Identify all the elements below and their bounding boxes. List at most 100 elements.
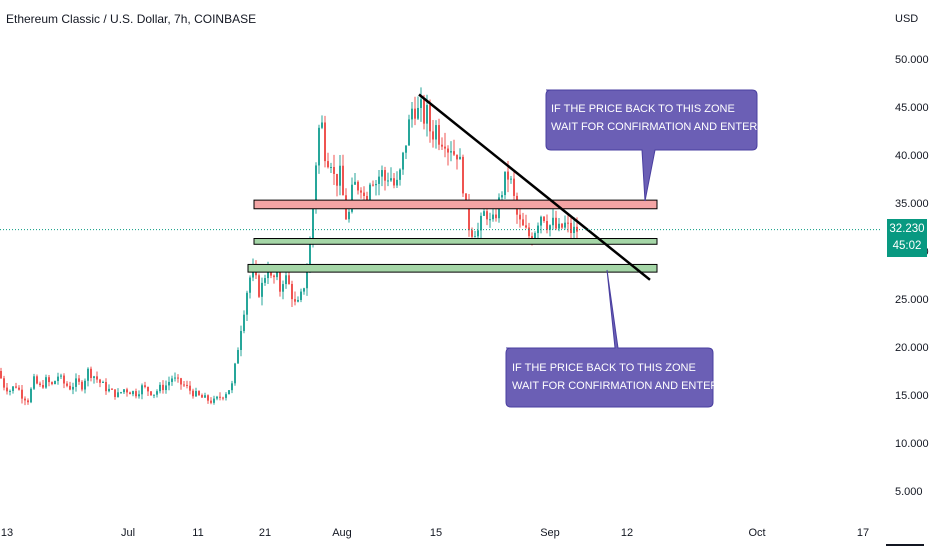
trendline	[418, 93, 651, 281]
candle-body	[321, 122, 323, 128]
candle-body	[42, 385, 44, 388]
candle-body	[144, 385, 146, 387]
candle-body	[378, 176, 380, 184]
candle-body	[204, 395, 206, 398]
candle-body	[294, 299, 296, 302]
candle-body	[216, 396, 218, 399]
candle-body	[54, 381, 56, 385]
candle-body	[291, 283, 293, 300]
callout-short: IF THE PRICE BACK TO THIS ZONE WAIT FOR …	[545, 89, 799, 202]
y-tick-label: 10.000	[895, 438, 929, 450]
candle-body	[72, 386, 74, 390]
candle-body	[105, 381, 107, 392]
candle-body	[33, 376, 35, 389]
candle-body	[243, 314, 245, 332]
candle-body	[504, 171, 506, 196]
candle-body	[27, 400, 29, 403]
candle-body	[360, 190, 362, 193]
candle-body	[282, 284, 284, 292]
candle-body	[114, 389, 116, 397]
candle-body	[390, 178, 392, 181]
candle-body	[513, 178, 515, 196]
candle-body	[219, 396, 221, 398]
candle-body	[231, 383, 233, 391]
candle-body	[477, 230, 479, 237]
candle-body	[534, 233, 536, 243]
candle-body	[192, 390, 194, 397]
candle-body	[450, 151, 452, 153]
candle-body	[399, 169, 401, 180]
candle-body	[153, 394, 155, 396]
candle-body	[510, 178, 512, 180]
candle-body	[474, 236, 476, 238]
bar-countdown: 45:02	[892, 240, 922, 252]
x-tick-label: 15	[430, 527, 442, 539]
candle-body	[189, 385, 191, 391]
candle-body	[423, 99, 425, 124]
candle-body	[156, 391, 158, 395]
candle-body	[9, 390, 11, 392]
candle-body	[519, 214, 521, 220]
candle-body	[435, 125, 437, 140]
candle-body	[45, 377, 47, 388]
candle-body	[570, 222, 572, 234]
candle-body	[120, 392, 122, 394]
candle-body	[285, 275, 287, 285]
candle-body	[6, 387, 8, 392]
x-tick-label: 12	[621, 527, 633, 539]
candle-body	[261, 282, 263, 297]
candle-body	[495, 214, 497, 219]
candle-body	[465, 193, 467, 201]
candle-body	[387, 180, 389, 182]
candle-body	[138, 394, 140, 397]
callout-short-line1: IF THE PRICE BACK TO THIS ZONE	[551, 103, 735, 115]
candle-body	[558, 223, 560, 229]
candle-body	[168, 381, 170, 386]
candle-body	[99, 379, 101, 383]
candle-body	[369, 184, 371, 203]
candle-body	[324, 122, 326, 162]
zone-support_upper[interactable]	[253, 238, 658, 245]
candle-body	[468, 200, 470, 231]
candle-body	[414, 108, 416, 119]
candle-body	[111, 388, 113, 390]
candle-body	[129, 392, 131, 395]
y-tick-label: 25.000	[895, 294, 929, 306]
candle-body	[342, 165, 344, 196]
candle-body	[456, 154, 458, 160]
y-tick-label: 50.000	[895, 54, 929, 66]
candle-body	[39, 383, 41, 386]
candle-body	[66, 383, 68, 386]
candle-body	[288, 275, 290, 284]
x-axis: 13 Jul 11 21 Aug 15 Sep 12 Oct 17	[1, 527, 869, 539]
candle-body	[396, 179, 398, 186]
candle-body	[471, 230, 473, 237]
zones-layer	[247, 199, 658, 273]
candle-body	[171, 378, 173, 382]
candle-body	[372, 184, 374, 186]
candle-body	[567, 222, 569, 224]
y-tick-label: 35.000	[895, 198, 929, 210]
callout-short-line2: WAIT FOR CONFIRMATION AND ENTER SHORT	[551, 121, 799, 133]
candle-body	[480, 215, 482, 231]
candle-body	[15, 386, 17, 388]
candle-body	[237, 349, 239, 364]
zone-resistance[interactable]	[253, 199, 658, 210]
candle-body	[339, 165, 341, 186]
candle-body	[303, 288, 305, 292]
x-tick-label: 21	[259, 527, 271, 539]
candle-body	[381, 170, 383, 177]
candle-body	[354, 181, 356, 185]
chart-title: Ethereum Classic / U.S. Dollar, 7h, COIN…	[6, 12, 257, 26]
candle-body	[267, 270, 269, 279]
candle-body	[0, 371, 2, 379]
candle-body	[117, 392, 119, 397]
candle-body	[177, 377, 179, 379]
y-tick-label: 20.000	[895, 342, 929, 354]
candle-body	[210, 400, 212, 403]
candle-body	[234, 363, 236, 384]
candle-body	[363, 192, 365, 196]
last-price-value: 32.230	[889, 223, 925, 235]
zone-support_lower[interactable]	[247, 263, 658, 273]
